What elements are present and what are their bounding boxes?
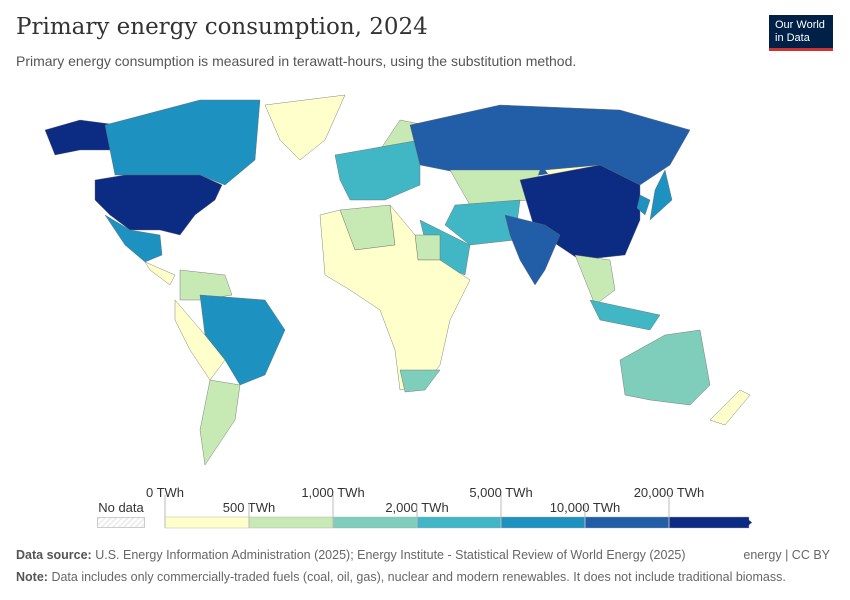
logo-line: Our World (775, 19, 825, 31)
country-region[interactable] (636, 194, 651, 216)
legend-no-data-label: No data (98, 500, 144, 515)
country-region[interactable] (94, 174, 223, 236)
legend-bin (416, 516, 502, 529)
country-region[interactable] (399, 369, 441, 393)
world-map[interactable] (0, 90, 850, 490)
legend-bin (248, 516, 334, 529)
owid-logo[interactable]: Our World in Data (769, 15, 833, 51)
country-region[interactable] (589, 299, 661, 331)
legend-label: 5,000 TWh (469, 485, 533, 500)
note-text: Data includes only commercially-traded f… (51, 570, 786, 584)
data-source: Data source: U.S. Energy Information Adm… (16, 548, 686, 562)
legend-bin (500, 516, 586, 529)
legend-bin (332, 516, 418, 529)
country-region[interactable] (264, 94, 346, 161)
legend-bin (668, 516, 750, 529)
country-region[interactable] (504, 214, 561, 286)
legend-no-data-swatch (97, 517, 145, 528)
country-region[interactable] (334, 139, 421, 201)
logo-line: in Data (775, 32, 810, 44)
country-region[interactable] (619, 329, 711, 406)
legend-label: 1,000 TWh (301, 485, 365, 500)
country-region[interactable] (144, 261, 176, 286)
country-region[interactable] (574, 254, 616, 306)
country-region[interactable] (104, 99, 261, 186)
source-label: Data source: (16, 548, 92, 562)
country-region[interactable] (319, 204, 471, 391)
legend-bin (584, 516, 670, 529)
country-region[interactable] (709, 389, 751, 426)
credit[interactable]: energy | CC BY (743, 548, 830, 562)
chart-subtitle: Primary energy consumption is measured i… (16, 53, 577, 69)
legend-bin (164, 516, 250, 529)
color-legend (164, 495, 752, 529)
country-region[interactable] (649, 169, 673, 221)
country-region[interactable] (104, 214, 163, 263)
source-text[interactable]: U.S. Energy Information Administration (… (95, 548, 686, 562)
country-region[interactable] (444, 199, 521, 246)
legend-label: 20,000 TWh (633, 485, 705, 500)
country-region[interactable] (414, 234, 441, 261)
chart-title: Primary energy consumption, 2024 (16, 14, 428, 40)
legend-label: 0 TWh (145, 485, 185, 500)
note-label: Note: (16, 570, 48, 584)
note: Note: Data includes only commercially-tr… (16, 570, 786, 584)
country-region[interactable] (199, 379, 241, 466)
